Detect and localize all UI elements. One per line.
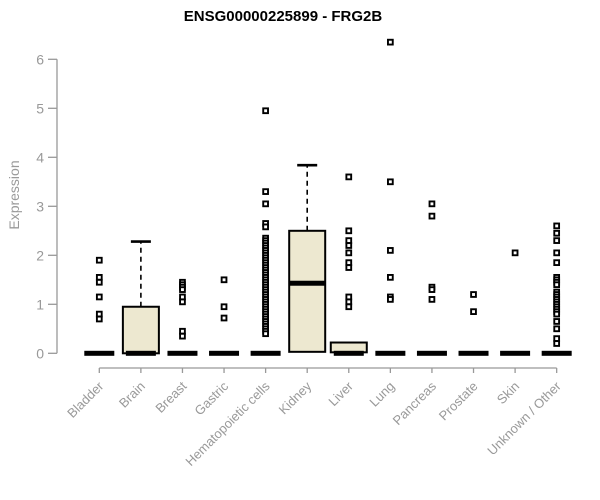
outlier-point [387, 296, 394, 303]
outlier-point [387, 247, 394, 254]
x-tick-label: Pancreas [390, 378, 440, 428]
y-tick-label: 4 [36, 149, 44, 165]
outlier-point [553, 325, 561, 333]
outlier-point [428, 212, 436, 220]
x-tick-label: Kidney [276, 378, 315, 417]
outlier-point [345, 242, 353, 249]
outlier-point [387, 178, 394, 186]
median-bar [458, 350, 489, 356]
x-tick-label: Unknown / Other [484, 378, 564, 458]
outlier-point [179, 332, 186, 340]
x-tick-label: Liver [325, 378, 356, 409]
y-tick-label: 1 [36, 296, 44, 312]
outlier-point [95, 278, 103, 286]
outlier-point [262, 188, 269, 195]
outlier-point [553, 259, 561, 267]
outlier-point [262, 200, 269, 208]
box-brain [121, 305, 160, 355]
outlier-point [470, 308, 477, 316]
outlier-point [511, 249, 519, 257]
outlier-point [553, 281, 561, 289]
outlier-point [220, 314, 228, 322]
median-bar [375, 350, 406, 356]
outlier-point [262, 330, 269, 338]
outlier-point [553, 340, 561, 347]
outlier-point [387, 38, 394, 46]
outlier-point [220, 303, 228, 311]
y-tick-label: 0 [36, 345, 44, 361]
outlier-point [428, 286, 436, 293]
median-bar [125, 350, 156, 356]
x-tick-label: Brain [116, 379, 148, 411]
median-bar [167, 350, 198, 356]
y-tick-label: 6 [36, 51, 44, 67]
x-tick-label: Gastric [191, 378, 231, 418]
outlier-point [470, 291, 477, 298]
outlier-point [95, 315, 103, 323]
median-bar [333, 350, 364, 356]
outlier-point [345, 227, 353, 235]
y-tick-label: 3 [36, 198, 44, 214]
outlier-point [95, 293, 103, 301]
y-tick-label: 5 [36, 100, 44, 116]
outlier-point [553, 229, 561, 237]
outlier-point [428, 296, 436, 303]
outlier-point [428, 200, 436, 208]
median-bar [416, 350, 447, 356]
median-bar [289, 280, 326, 286]
outlier-point [220, 276, 228, 284]
median-bar [250, 350, 281, 356]
outlier-point [553, 249, 561, 257]
outlier-point [553, 237, 561, 244]
outlier-point [262, 223, 269, 231]
x-tick-label: Breast [152, 378, 189, 415]
outlier-point [387, 274, 394, 281]
outlier-point [345, 303, 353, 311]
outlier-point [345, 264, 353, 271]
outlier-point [553, 222, 561, 230]
chart-title: ENSG00000225899 - FRG2B [183, 8, 383, 25]
outlier-point [179, 286, 186, 293]
median-bar [84, 350, 115, 356]
outlier-point [262, 107, 269, 115]
median-bar [500, 350, 531, 356]
outlier-point [179, 298, 186, 306]
median-bar [209, 350, 240, 356]
outlier-point [345, 249, 353, 257]
y-tick-label: 2 [36, 247, 44, 263]
outlier-point [553, 310, 561, 318]
box-kidney [288, 229, 327, 353]
outlier-point [95, 256, 103, 264]
x-tick-label: Skin [494, 379, 522, 407]
outlier-point [553, 318, 561, 325]
outlier-point [345, 173, 353, 181]
median-bar [541, 350, 572, 356]
x-tick-label: Prostate [436, 379, 481, 424]
x-tick-label: Lung [366, 379, 397, 410]
x-tick-label: Bladder [64, 378, 107, 421]
